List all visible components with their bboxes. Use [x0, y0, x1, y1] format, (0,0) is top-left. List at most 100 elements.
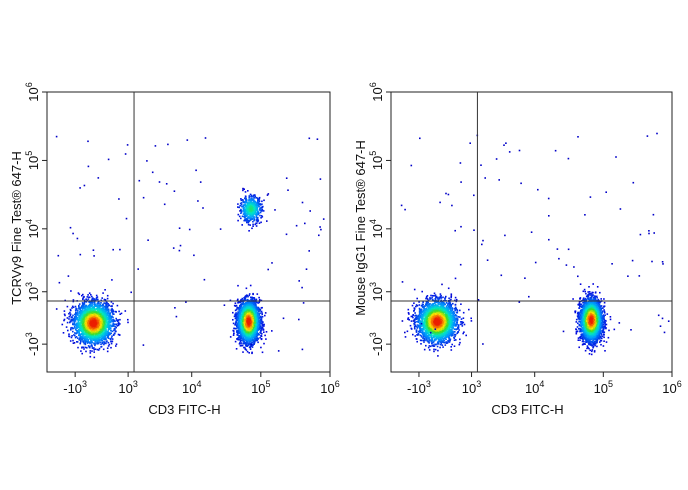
event-dot	[89, 301, 92, 303]
event-dot	[90, 310, 92, 313]
event-dot	[79, 325, 81, 328]
event-dot	[255, 298, 258, 301]
event-dot	[100, 339, 103, 342]
event-dot	[103, 321, 105, 323]
event-dot	[113, 313, 115, 315]
event-dot	[86, 313, 89, 316]
event-dot	[88, 296, 90, 298]
event-dot	[88, 331, 90, 334]
event-dot	[83, 326, 85, 329]
event-dot	[257, 318, 260, 320]
event-dot	[84, 327, 86, 330]
event-dot	[102, 303, 104, 306]
event-dot	[81, 328, 83, 331]
event-dot	[86, 334, 88, 336]
event-dot	[85, 322, 87, 325]
event-dot	[97, 336, 99, 338]
event-dot	[260, 315, 262, 318]
event-dot	[97, 311, 100, 314]
event-dot	[264, 334, 266, 337]
event-dot	[90, 294, 92, 296]
event-dot	[83, 301, 86, 303]
event-dot	[79, 337, 81, 339]
event-dot	[107, 345, 110, 347]
event-dot	[73, 321, 76, 324]
event-dot	[79, 308, 82, 310]
event-dot	[237, 315, 239, 318]
event-dot	[81, 310, 84, 313]
event-dot	[83, 338, 86, 341]
event-dot	[98, 302, 100, 305]
event-dot	[98, 308, 100, 311]
event-dot	[105, 342, 107, 345]
event-dot	[112, 302, 114, 305]
event-dot	[99, 334, 101, 336]
event-dot	[76, 318, 79, 321]
event-dot	[256, 311, 259, 313]
event-dot	[74, 336, 77, 339]
event-dot	[95, 294, 98, 297]
event-dot	[88, 316, 91, 319]
event-dot	[109, 312, 112, 314]
event-dot	[114, 327, 116, 330]
event-dot	[83, 332, 86, 334]
event-dot	[73, 319, 75, 322]
event-dot	[238, 319, 240, 321]
event-dot	[87, 320, 90, 322]
event-dot	[234, 305, 237, 307]
event-dot	[83, 330, 85, 333]
event-dot	[235, 316, 237, 318]
event-dot	[250, 342, 253, 344]
event-dot	[78, 306, 80, 309]
event-dot	[260, 338, 263, 340]
event-dot	[77, 322, 80, 324]
event-dot	[246, 344, 248, 346]
event-dot	[246, 298, 249, 301]
event-dot	[258, 307, 260, 310]
event-dot	[83, 314, 85, 316]
event-dot	[73, 320, 76, 322]
event-dot	[239, 304, 241, 307]
event-dot	[91, 341, 94, 344]
event-dot	[108, 318, 110, 321]
event-dot	[89, 332, 92, 334]
event-dot	[76, 324, 78, 327]
event-dot	[108, 325, 111, 328]
event-dot	[102, 323, 104, 326]
event-dot	[93, 343, 95, 345]
event-dot	[110, 329, 112, 332]
event-dot	[93, 337, 95, 339]
event-dot	[100, 326, 103, 329]
event-dot	[79, 312, 81, 315]
event-dot	[89, 321, 92, 324]
event-dot	[260, 310, 263, 313]
event-dot	[84, 324, 87, 327]
event-dot	[237, 319, 239, 322]
event-dot	[106, 335, 109, 337]
event-dot	[81, 305, 83, 307]
event-dot	[73, 324, 75, 326]
event-dot	[237, 332, 239, 335]
event-dot	[111, 338, 114, 340]
event-dot	[103, 331, 105, 333]
event-dot	[80, 321, 82, 324]
event-dot	[94, 311, 96, 314]
event-dot	[235, 321, 237, 323]
event-dot	[96, 296, 99, 298]
event-dot	[251, 333, 254, 335]
event-dot	[112, 323, 114, 326]
event-dot	[84, 322, 86, 325]
event-dot	[86, 309, 88, 311]
event-dot	[100, 321, 102, 323]
event-dot	[86, 315, 89, 317]
event-dot	[99, 339, 101, 341]
event-dot	[99, 330, 101, 333]
event-dot	[90, 324, 92, 327]
event-dot	[84, 305, 86, 307]
event-dot	[102, 310, 104, 312]
event-dot	[88, 296, 91, 299]
event-dot	[259, 323, 262, 325]
event-dot	[92, 318, 94, 320]
event-dot	[113, 329, 115, 332]
event-dot	[261, 351, 264, 354]
